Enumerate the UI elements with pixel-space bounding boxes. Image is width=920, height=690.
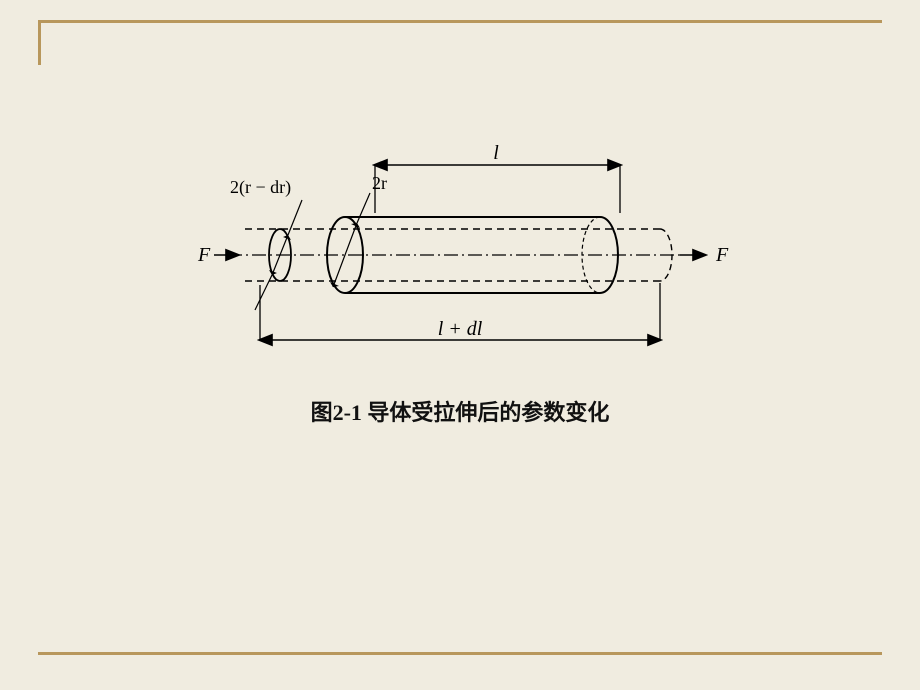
force-label-left: F — [197, 244, 211, 266]
slide-border-corner — [38, 20, 882, 65]
top-span-label: l — [493, 142, 499, 164]
large-diameter-leader — [357, 193, 370, 223]
force-label-right: F — [715, 244, 729, 266]
diagram-svg: F F 2(r − dr) 2r l l + dl — [180, 125, 740, 375]
slide-bottom-line — [38, 652, 882, 655]
large-diameter-label: 2r — [372, 173, 387, 193]
small-diam-arrow-bot — [269, 270, 277, 275]
small-diameter-leader-bot — [255, 275, 272, 310]
figure-caption: 图2-1 导体受拉伸后的参数变化 — [0, 395, 920, 427]
small-diameter-leader-top — [288, 200, 302, 235]
small-diam-arrow-top — [283, 235, 291, 240]
stretched-conductor-diagram: F F 2(r − dr) 2r l l + dl — [180, 125, 740, 375]
small-diameter-label: 2(r − dr) — [230, 177, 291, 198]
bottom-span-label: l + dl — [438, 318, 483, 340]
